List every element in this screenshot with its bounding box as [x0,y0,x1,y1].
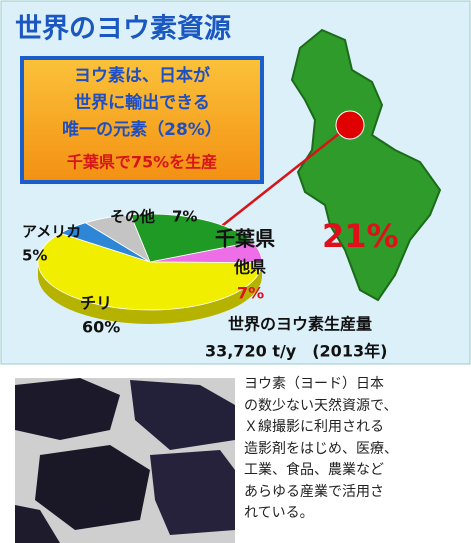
title: 世界のヨウ素資源 [15,14,231,45]
box-line: 唯一の元素（28%） [62,119,222,140]
caption-line: 工業、食品、農業など [244,460,466,482]
caption-line: の数少ない天然資源で、 [244,396,466,418]
subtitle: 世界のヨウ素生産量 [228,315,372,334]
slice-value: 60% [82,318,120,337]
box-line: 千葉県で75%を生産 [67,153,217,172]
slice-label: 千葉県 [215,227,275,251]
slice-label: チリ [80,294,112,313]
caption-line: 造影剤をはじめ、医療、 [244,439,466,461]
slice-value: 5% [22,247,47,265]
slice-value: 7% [172,208,197,226]
slice-label: その他 [110,208,155,226]
chiba-marker [336,111,364,139]
slice-label: アメリカ [22,223,81,241]
slice-value: 7% [237,284,264,303]
box-line: 世界に輸出できる [74,92,210,113]
total: 33,720 t/y (2013年) [205,342,387,361]
caption-line: Ｘ線撮影に利用される [244,417,466,439]
caption-line: れている。 [244,503,466,525]
slice-value: 21% [322,217,399,255]
caption-line: ヨウ素（ヨード）日本 [244,374,466,396]
slice-label: 他県 [233,258,266,277]
page: {"chart_data": {"type": "pie", "title": … [0,0,471,543]
caption: ヨウ素（ヨード）日本の数少ない天然資源で、Ｘ線撮影に利用される造影剤をはじめ、医… [244,374,466,525]
box-line: ヨウ素は、日本が [74,65,210,86]
caption-line: あらゆる産業で活用さ [244,482,466,504]
